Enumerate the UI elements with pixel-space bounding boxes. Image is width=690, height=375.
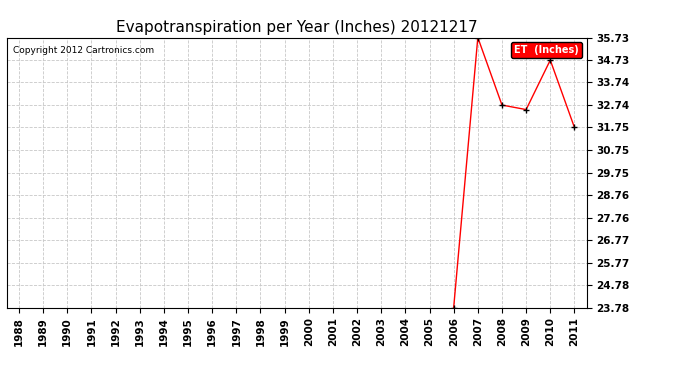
Title: Evapotranspiration per Year (Inches) 20121217: Evapotranspiration per Year (Inches) 201…: [116, 20, 477, 35]
Legend: ET  (Inches): ET (Inches): [511, 42, 582, 58]
Text: Copyright 2012 Cartronics.com: Copyright 2012 Cartronics.com: [12, 46, 154, 55]
